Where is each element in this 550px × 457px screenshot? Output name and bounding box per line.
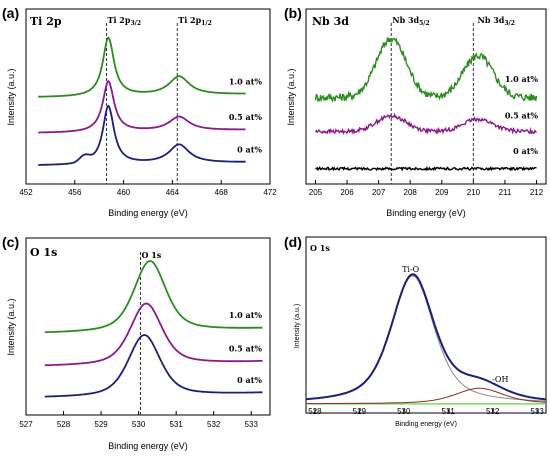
x-tick-label: 532 bbox=[486, 407, 500, 416]
series-label: 0 at% bbox=[237, 375, 262, 385]
x-tick-label: 206 bbox=[340, 188, 354, 197]
series-line bbox=[314, 112, 537, 136]
panel-b-title: Nb 3d bbox=[312, 15, 349, 28]
peak-label: Nb 3d5/2 bbox=[392, 15, 429, 27]
series-line bbox=[38, 104, 246, 166]
panel-d-xlabel: Binding energy (eV) bbox=[395, 421, 457, 428]
x-tick-label: 532 bbox=[207, 420, 221, 429]
x-tick-label: 528 bbox=[308, 407, 322, 416]
x-tick-label: 208 bbox=[404, 188, 418, 197]
series-label: 0.5 at% bbox=[229, 343, 263, 353]
x-tick-label: 210 bbox=[467, 188, 481, 197]
panel-a-label: (a) bbox=[2, 5, 19, 21]
series-line bbox=[38, 80, 246, 134]
series-line bbox=[44, 302, 263, 367]
panel-b-plot: 205 206 207 208 209 210 211 212 Nb 3d5/2 Nb 3d3/2… bbox=[309, 15, 544, 197]
panel-d-label: (d) bbox=[284, 234, 302, 250]
x-tick-label: 530 bbox=[132, 420, 146, 429]
panel-c-title: O 1s bbox=[30, 246, 57, 259]
x-tick-label: 533 bbox=[245, 420, 259, 429]
panel-a-ylabel: Intensity (a.u.) bbox=[6, 68, 16, 125]
x-tick-label: 531 bbox=[442, 407, 456, 416]
x-tick-label: 530 bbox=[397, 407, 411, 416]
panel-a-xlabel: Binding energy (eV) bbox=[108, 208, 188, 218]
panel-d-plot: 528 529 530 531 532 533 Ti-O -OH bbox=[305, 265, 547, 416]
panel-c-xlabel: Binding energy (eV) bbox=[108, 441, 188, 451]
annotation-ti-o: Ti-O bbox=[402, 265, 420, 274]
series-line bbox=[38, 36, 246, 98]
x-tick-label: 211 bbox=[499, 188, 512, 197]
x-tick-label: 209 bbox=[435, 188, 449, 197]
panel-c-plot: 527 528 529 530 531 532 533 O 1s 1.0 at% 0.5 at% 0… bbox=[19, 250, 263, 429]
peak-label: Nb 3d3/2 bbox=[478, 15, 515, 27]
panel-d: (d) O 1s 528 529 530 531 532 533 Ti-O -OH Bindi… bbox=[284, 234, 547, 428]
x-tick-label: 531 bbox=[169, 420, 183, 429]
x-tick-label: 464 bbox=[166, 188, 180, 197]
annotation-oh: -OH bbox=[492, 375, 508, 384]
series-line bbox=[314, 36, 538, 103]
series-line bbox=[315, 165, 537, 172]
panel-c: (c) O 1s 527 528 529 530 531 532 533 O 1s 1.0 at… bbox=[2, 234, 271, 451]
panel-a-frame bbox=[25, 8, 271, 185]
panel-b-frame bbox=[305, 8, 547, 185]
x-tick-label: 456 bbox=[68, 188, 82, 197]
panel-c-frame bbox=[25, 237, 271, 416]
x-tick-label: 460 bbox=[117, 188, 131, 197]
panel-d-frame bbox=[305, 236, 547, 414]
panel-a-plot: 452 456 460 464 468 472 Ti 2p3/2 Ti 2p1/2 1.0 at… bbox=[19, 15, 277, 197]
panel-b-label: (b) bbox=[284, 5, 302, 21]
x-tick-label: 528 bbox=[57, 420, 71, 429]
x-tick-label: 533 bbox=[530, 407, 544, 416]
x-tick-label: 452 bbox=[19, 188, 33, 197]
peak-label: Ti 2p3/2 bbox=[108, 15, 141, 27]
peak-label: O 1s bbox=[141, 250, 161, 260]
panel-b: (b) Nb 3d 205 206 207 208 209 210 211 212 Nb 3d5… bbox=[284, 5, 547, 218]
series-label: 0.5 at% bbox=[229, 112, 263, 122]
x-tick-label: 529 bbox=[353, 407, 367, 416]
x-tick-label: 205 bbox=[309, 188, 323, 197]
panel-c-ylabel: Intensity (a.u.) bbox=[6, 298, 16, 355]
x-tick-label: 472 bbox=[263, 188, 277, 197]
panel-a-title: Ti 2p bbox=[30, 15, 62, 28]
panel-a: (a) Ti 2p 452 456 460 464 468 472 Ti 2p3/2 Ti 2… bbox=[2, 5, 277, 218]
x-tick-label: 529 bbox=[94, 420, 108, 429]
series-label: 0 at% bbox=[237, 144, 262, 154]
envelope-line bbox=[305, 273, 547, 401]
series-label: 1.0 at% bbox=[229, 310, 263, 320]
x-tick-label: 212 bbox=[530, 188, 544, 197]
series-label: 0 at% bbox=[513, 146, 538, 156]
panel-d-title: O 1s bbox=[310, 243, 330, 253]
series-label: 1.0 at% bbox=[229, 76, 263, 86]
series-line bbox=[44, 334, 263, 398]
series-label: 0.5 at% bbox=[505, 110, 539, 120]
peak-label: Ti 2p1/2 bbox=[178, 15, 211, 27]
component-oh-line bbox=[306, 387, 546, 405]
series-label: 1.0 at% bbox=[505, 74, 539, 84]
x-tick-label: 207 bbox=[372, 188, 386, 197]
panel-b-ylabel: Intensity (a.u.) bbox=[286, 68, 296, 125]
series-line bbox=[44, 260, 263, 334]
x-tick-label: 527 bbox=[19, 420, 33, 429]
panel-d-ylabel: Intensity (a.u.) bbox=[294, 304, 301, 348]
x-tick-label: 468 bbox=[215, 188, 229, 197]
panel-b-xlabel: Binding energy (eV) bbox=[386, 208, 466, 218]
panel-c-label: (c) bbox=[2, 234, 19, 250]
